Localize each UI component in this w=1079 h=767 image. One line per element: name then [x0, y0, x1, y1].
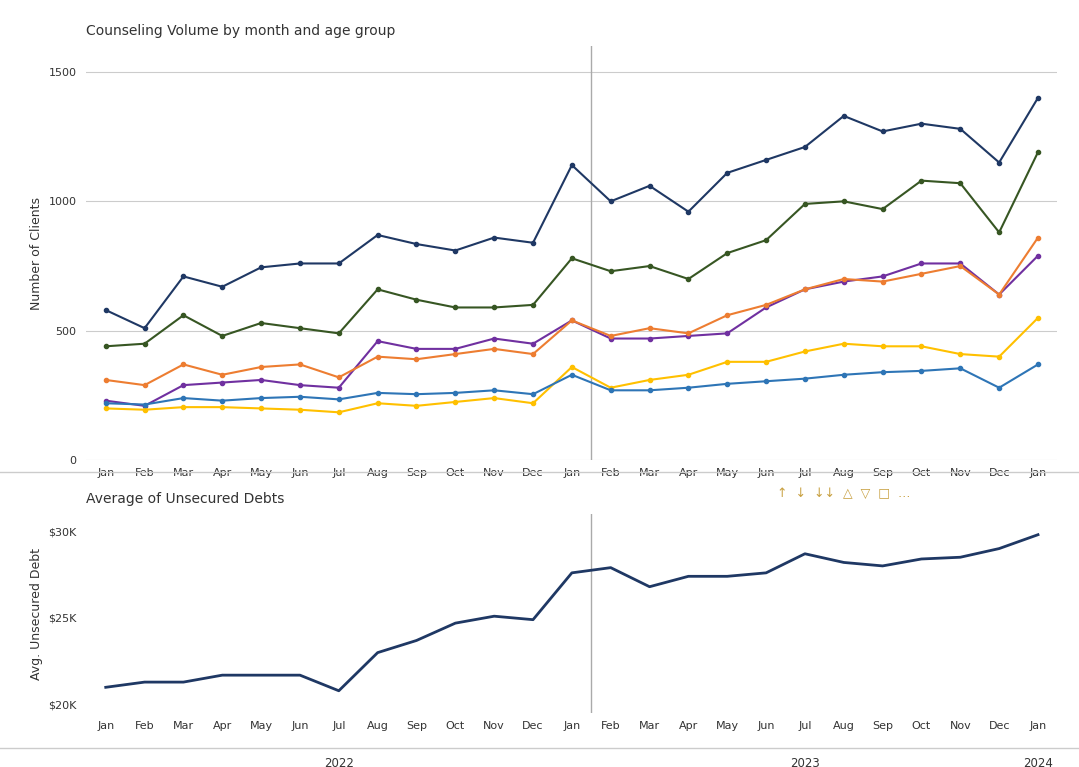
Text: 2023: 2023: [790, 757, 820, 767]
Text: Average of Unsecured Debts: Average of Unsecured Debts: [86, 492, 285, 505]
Text: 2023: 2023: [790, 514, 820, 527]
Text: ↑  ↓  ↓↓  △  ▽  □  …: ↑ ↓ ↓↓ △ ▽ □ …: [777, 487, 911, 500]
Y-axis label: Number of Clients: Number of Clients: [30, 196, 43, 310]
Text: 2024: 2024: [1023, 757, 1053, 767]
Legend: 21-30, 31-40, 41-50, 51-60, 61-70, 71+: 21-30, 31-40, 41-50, 51-60, 61-70, 71+: [648, 0, 1052, 2]
Text: 2024: 2024: [1023, 514, 1053, 527]
Text: Counseling Volume by month and age group: Counseling Volume by month and age group: [86, 24, 396, 38]
Text: 2022: 2022: [324, 757, 354, 767]
Text: 2022: 2022: [324, 514, 354, 527]
Y-axis label: Avg. Unsecured Debt: Avg. Unsecured Debt: [29, 548, 43, 680]
